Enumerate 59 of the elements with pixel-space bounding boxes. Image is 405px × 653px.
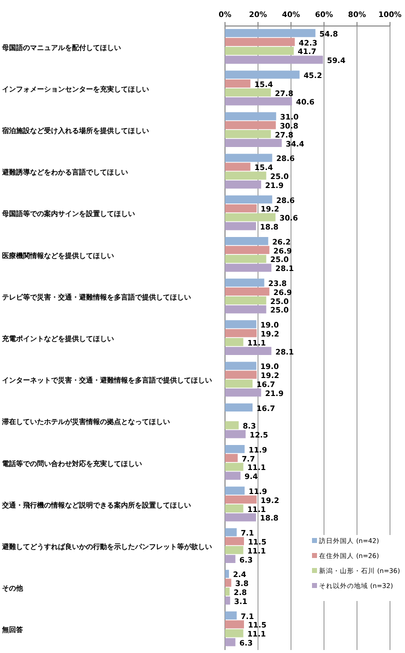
bar [225, 578, 232, 587]
bar [225, 180, 262, 189]
bar [225, 370, 257, 379]
bar [225, 38, 295, 46]
bar [225, 246, 270, 254]
bar [225, 296, 266, 304]
bar [225, 80, 250, 88]
bar [225, 611, 237, 620]
bar [225, 346, 272, 355]
bar [225, 320, 256, 328]
bar [225, 620, 244, 628]
bar [225, 305, 266, 314]
bar [225, 462, 244, 471]
bar [225, 237, 268, 246]
bar [225, 554, 236, 563]
bar [225, 172, 266, 180]
bar [225, 70, 300, 79]
bar [225, 537, 244, 546]
bar [225, 88, 271, 96]
bar [225, 97, 292, 106]
bar [225, 486, 245, 495]
bar [225, 403, 253, 412]
bar [225, 430, 246, 438]
bar [225, 204, 257, 212]
bar [225, 130, 271, 138]
bar [225, 56, 324, 64]
bar [225, 162, 250, 171]
bar [225, 629, 244, 638]
bar [225, 380, 253, 388]
bar [225, 504, 244, 512]
bar [225, 528, 237, 536]
bar [225, 121, 276, 130]
bar [225, 46, 294, 55]
bar [225, 472, 241, 480]
bar [225, 29, 316, 38]
bar [225, 513, 256, 522]
bar [225, 288, 270, 296]
bar [225, 362, 256, 370]
bar [225, 338, 244, 346]
bar [225, 254, 266, 263]
bar [225, 388, 262, 397]
bar [225, 112, 276, 120]
bar [225, 138, 282, 147]
bar [225, 222, 256, 230]
bar [225, 278, 264, 287]
bar [225, 638, 236, 646]
bar [225, 195, 272, 204]
bar [225, 454, 238, 462]
bar [225, 264, 272, 272]
bar [225, 596, 230, 605]
bar [225, 154, 272, 162]
bar [225, 329, 257, 338]
bar [225, 546, 244, 554]
bar [225, 588, 230, 596]
bar [225, 421, 239, 430]
bar [225, 496, 257, 504]
bar [225, 213, 276, 222]
bar [225, 570, 229, 578]
bar [225, 445, 245, 454]
